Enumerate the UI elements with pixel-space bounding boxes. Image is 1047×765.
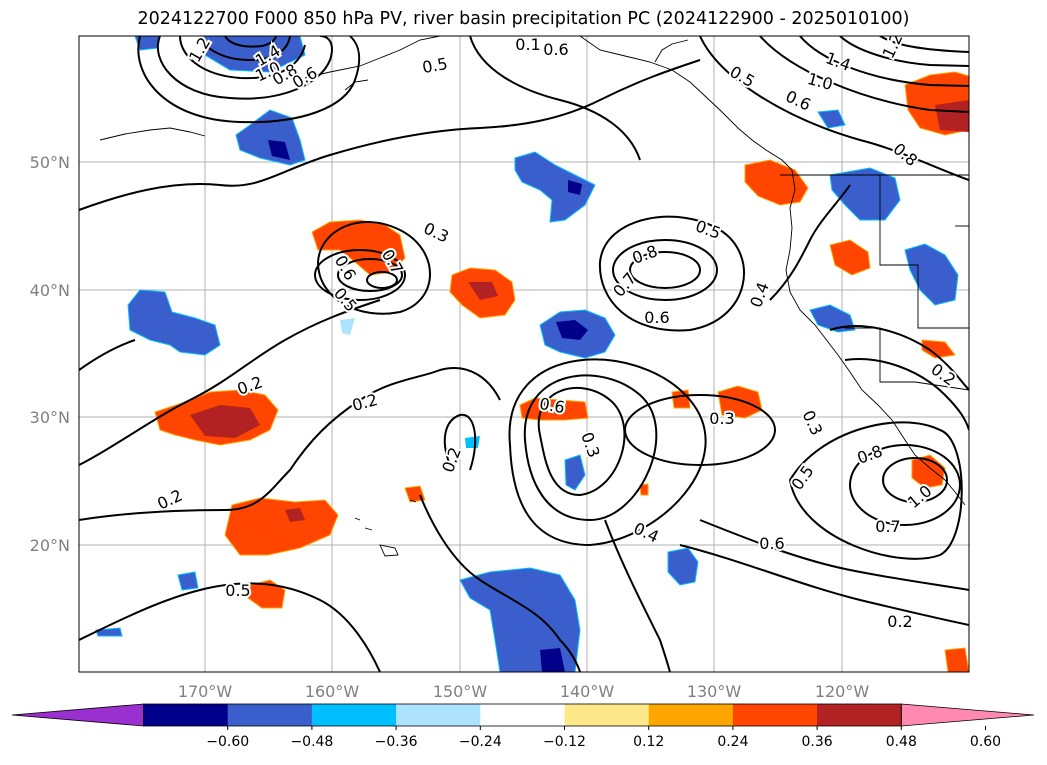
contour-label: 0.3 (707, 407, 736, 430)
neg-blob (177, 571, 199, 591)
pos-blob (639, 483, 649, 496)
colorbar-tick-label: 0.24 (717, 734, 748, 750)
colorbar-extend-low (11, 703, 144, 727)
svg-text:0.5: 0.5 (225, 581, 250, 600)
svg-text:0.6: 0.6 (644, 308, 669, 327)
colorbar-tick-label: −0.24 (459, 734, 502, 750)
latitude-labels: 50°N 40°N 30°N 20°N (30, 153, 70, 555)
colorbar-tick-label: 0.12 (633, 734, 664, 750)
lon-label: 140°W (560, 682, 615, 701)
pv-contours (79, 36, 969, 672)
lon-label: 170°W (178, 682, 233, 701)
coastlines (99, 36, 969, 557)
pos-blob (311, 219, 406, 276)
lat-label: 50°N (30, 153, 70, 172)
neg-blob (268, 140, 290, 160)
neg-blob (540, 648, 565, 672)
contour-label: 0.7 (873, 515, 902, 538)
neg-blob (95, 627, 123, 637)
pos-blob (224, 497, 339, 556)
colorbar-tick-label: −0.36 (375, 734, 418, 750)
contour-label: 0.5 (223, 579, 252, 602)
colorbar-segment (311, 704, 397, 726)
colorbar-segment (480, 704, 565, 726)
lon-label: 130°W (687, 682, 742, 701)
map-background (79, 36, 969, 672)
colorbar-segment (396, 704, 481, 726)
neg-blob (235, 109, 306, 166)
svg-text:0.6: 0.6 (543, 40, 568, 59)
neg-blob (568, 180, 582, 195)
neg-blob (514, 151, 596, 223)
lat-label: 20°N (30, 536, 70, 555)
colorbar-segment (648, 704, 734, 726)
colorbar-tick-label: −0.48 (290, 734, 333, 750)
contour-label: 0.1 (513, 35, 542, 56)
colorbar-segment (732, 704, 818, 726)
neg-blob (564, 454, 586, 491)
pos-blob (829, 239, 871, 276)
colorbar-ticks: −0.60 −0.48 −0.36 −0.24 −0.12 0.12 0.24 0.36 0.4… (206, 726, 1001, 750)
longitude-labels: 170°W 160°W 150°W 140°W 130°W 120°W (178, 682, 870, 701)
svg-text:0.3: 0.3 (709, 409, 734, 428)
pos-blob (190, 405, 260, 438)
figure-title: 2024122700 F000 850 hPa PV, river basin … (137, 9, 910, 29)
colorbar-tick-label: 0.60 (970, 734, 1001, 750)
neg-blob (809, 304, 856, 333)
neg-blob (127, 289, 221, 356)
lon-label: 120°W (815, 682, 870, 701)
colorbar-segment (564, 704, 650, 726)
lon-label: 160°W (305, 682, 360, 701)
svg-text:0.6: 0.6 (759, 534, 784, 553)
pos-blob (935, 100, 969, 132)
colorbar-segment (143, 704, 229, 726)
svg-text:0.1: 0.1 (515, 35, 540, 54)
neg-blob (340, 318, 355, 335)
pos-blob (404, 485, 426, 503)
pos-blob (519, 397, 589, 421)
negative-precip-regions (95, 36, 959, 672)
contour-label: 0.6 (541, 38, 570, 61)
colorbar-segment (227, 704, 313, 726)
pos-blob (247, 579, 286, 609)
pos-blob (944, 647, 969, 672)
pos-blob (285, 508, 305, 522)
colorbar-tick-label: 0.36 (802, 734, 833, 750)
colorbar-tick-label: −0.60 (206, 734, 249, 750)
neg-blob (459, 567, 581, 672)
contour-label: 0.6 (642, 306, 671, 329)
svg-text:0.2: 0.2 (887, 612, 912, 631)
colorbar-segment (817, 704, 902, 726)
lon-label: 150°W (433, 682, 488, 701)
lat-label: 30°N (30, 408, 70, 427)
lat-label: 40°N (30, 281, 70, 300)
map-frame (78, 35, 970, 673)
pos-blob (468, 282, 498, 300)
contour-label: 0.6 (757, 532, 786, 555)
neg-blob (199, 36, 306, 73)
contour-label: 0.2 (885, 610, 914, 633)
pos-blob (921, 339, 956, 359)
colorbar-extend-high (900, 703, 1035, 727)
neg-blob (556, 320, 588, 340)
colorbar-tick-label: 0.48 (886, 734, 917, 750)
colorbar-segments (11, 703, 1035, 727)
neg-blob (829, 167, 901, 221)
neg-blob (904, 243, 959, 306)
svg-text:0.7: 0.7 (875, 517, 900, 536)
colorbar-tick-label: −0.12 (543, 734, 586, 750)
neg-blob (817, 109, 846, 129)
